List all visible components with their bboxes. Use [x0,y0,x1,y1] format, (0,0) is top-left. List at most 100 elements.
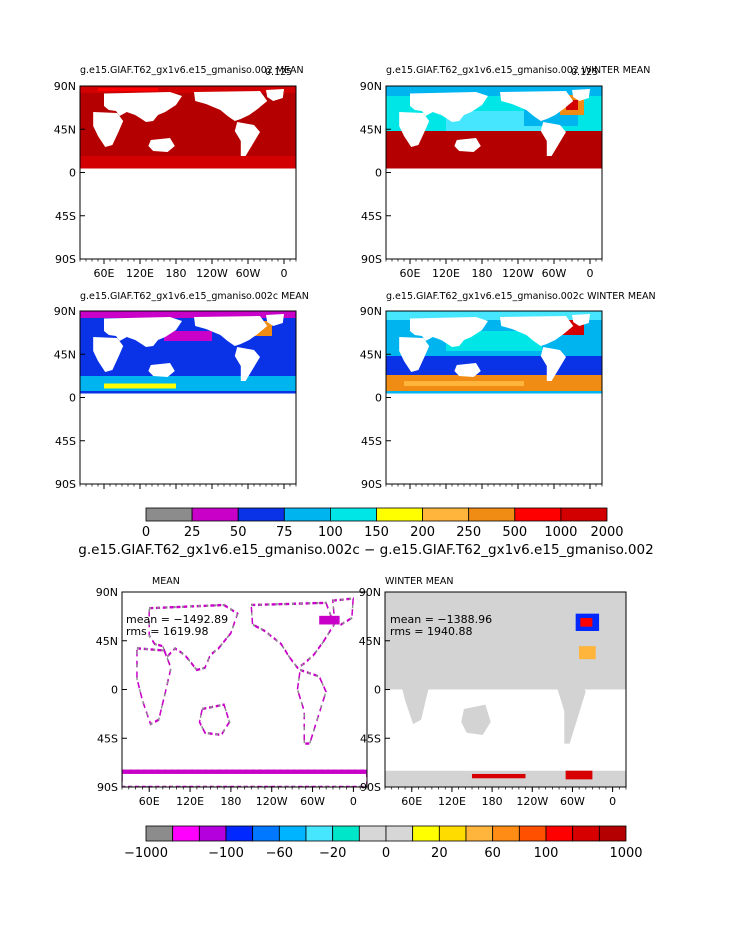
mean-label: mean = −1492.89 [126,613,228,626]
panel-title: MEAN [152,576,180,587]
colorbar-label: 200 [410,525,435,540]
lon-tick-label: 60E [401,795,422,808]
colorbar-label: 60 [484,846,501,861]
colorbar-label: 1000 [544,525,577,540]
lat-tick-label: 90S [97,781,118,794]
colorbar-label: 1000 [609,846,642,861]
lon-tick-label: 0 [609,795,616,808]
panel-middle-left: g.e15.GIAF.T62_gx1v6.e15_gmaniso.002c ME… [79,291,309,485]
lat-tick-label: 90S [360,781,381,794]
lat-tick-label: 45S [55,435,76,448]
lon-tick-label: 180 [482,795,503,808]
panel-middle-right: g.e15.GIAF.T62_gx1v6.e15_gmaniso.002c WI… [385,291,656,485]
colorbar-label: 2000 [590,525,623,540]
colorbar-box [514,507,562,522]
colorbar-box [329,507,377,522]
lon-tick-label: 180 [472,267,493,280]
overlap-label: 0.125 [265,67,292,78]
panel-title: g.e15.GIAF.T62_gx1v6.e15_gmaniso.002c WI… [386,291,656,302]
colorbar-box [412,825,440,842]
panel-diff-mean: MEAN mean = −1492.89 rms = 1619.98 [121,576,368,788]
lat-tick-label: 45N [359,635,381,648]
colorbar-box [358,825,387,842]
panel-title: WINTER MEAN [385,576,454,587]
panel-title: g.e15.GIAF.T62_gx1v6.e15_gmaniso.002 MEA… [80,65,304,76]
colorbar-box [198,825,227,842]
panel-title: g.e15.GIAF.T62_gx1v6.e15_gmaniso.002 WIN… [386,65,650,76]
colorbar-box [283,507,331,522]
colorbar-box [572,825,600,842]
map-gray-zone [385,592,626,787]
lat-tick-label: 45S [97,732,118,745]
lat-tick-label: 90S [55,478,76,491]
map-coast-diff [122,597,367,787]
colorbar-box [385,825,414,842]
colorbar-box [332,825,360,842]
difference-colorbar: −1000 −100 −60 −20 0 20 60 100 1000 [124,825,643,861]
difference-caption: g.e15.GIAF.T62_gx1v6.e15_gmaniso.002c − … [78,542,653,558]
lon-tick-label: 120E [176,795,204,808]
colorbar-box [518,825,547,842]
colorbar-label: 0 [382,846,390,861]
lat-tick-label: 45N [96,635,118,648]
lat-tick-label: 45S [361,435,382,448]
colorbar-label: −1000 [124,846,168,861]
rms-label: rms = 1940.88 [390,625,472,638]
colorbar-label: 100 [534,846,559,861]
map-field [386,311,602,401]
colorbar-label: 75 [276,525,293,540]
lon-tick-label: 120E [126,267,154,280]
lat-tick-label: 45S [360,732,381,745]
lon-tick-label: 180 [166,267,187,280]
colorbar-box [252,825,280,842]
lat-tick-label: 90S [55,253,76,266]
lon-tick-label: 120W [196,267,228,280]
colorbar-box [438,825,467,842]
lat-tick-label: 45S [55,210,76,223]
lon-tick-label: 60E [139,795,160,808]
colorbar-box [376,507,423,522]
lon-tick-label: 120E [438,795,466,808]
lon-tick-label: 60W [236,267,261,280]
lon-tick-label: 180 [220,795,241,808]
colorbar-box [468,507,516,522]
colorbar-box [172,825,200,842]
colorbar-box [598,825,627,842]
lat-tick-label: 90S [361,478,382,491]
colorbar-box [145,507,193,522]
rms-label: rms = 1619.98 [126,625,208,638]
colorbar-label: 250 [456,525,481,540]
lon-tick-label: 0 [350,795,357,808]
panel-top-right: g.e15.GIAF.T62_gx1v6.e15_gmaniso.002 WIN… [385,65,650,260]
lat-tick-label: 0 [111,684,118,697]
map-field [122,592,367,787]
lon-tick-label: 0 [587,267,594,280]
colorbar-box [191,507,239,522]
top-colorbar: 0 25 50 75 100 150 200 250 500 1000 2000 [142,507,624,540]
lat-tick-label: 0 [69,392,76,405]
lon-tick-label: 120W [256,795,288,808]
map-field [80,311,296,401]
panel-diff-winter: WINTER MEAN mean = −1388.96 rms = 1940.8… [384,576,627,788]
colorbar-box [560,507,608,522]
colorbar-label: 50 [230,525,247,540]
lat-tick-label: 0 [375,167,382,180]
colorbar-box [465,825,494,842]
lon-tick-label: 0 [281,267,288,280]
lat-tick-label: 0 [374,684,381,697]
colorbar-label: 500 [502,525,527,540]
lat-tick-label: 45S [361,210,382,223]
colorbar-box [278,825,307,842]
colorbar-box [492,825,520,842]
lat-tick-label: 90N [54,80,76,93]
colorbar-label: 25 [184,525,201,540]
colorbar-box [305,825,334,842]
lat-tick-label: 90S [361,253,382,266]
colorbar-label: 150 [364,525,389,540]
lon-tick-label: 60E [400,267,421,280]
overlap-label: 0.125 [571,67,598,78]
lon-tick-label: 60W [300,795,325,808]
panel-title: g.e15.GIAF.T62_gx1v6.e15_gmaniso.002c ME… [80,291,309,302]
panel-top-left: g.e15.GIAF.T62_gx1v6.e15_gmaniso.002 MEA… [79,65,304,260]
